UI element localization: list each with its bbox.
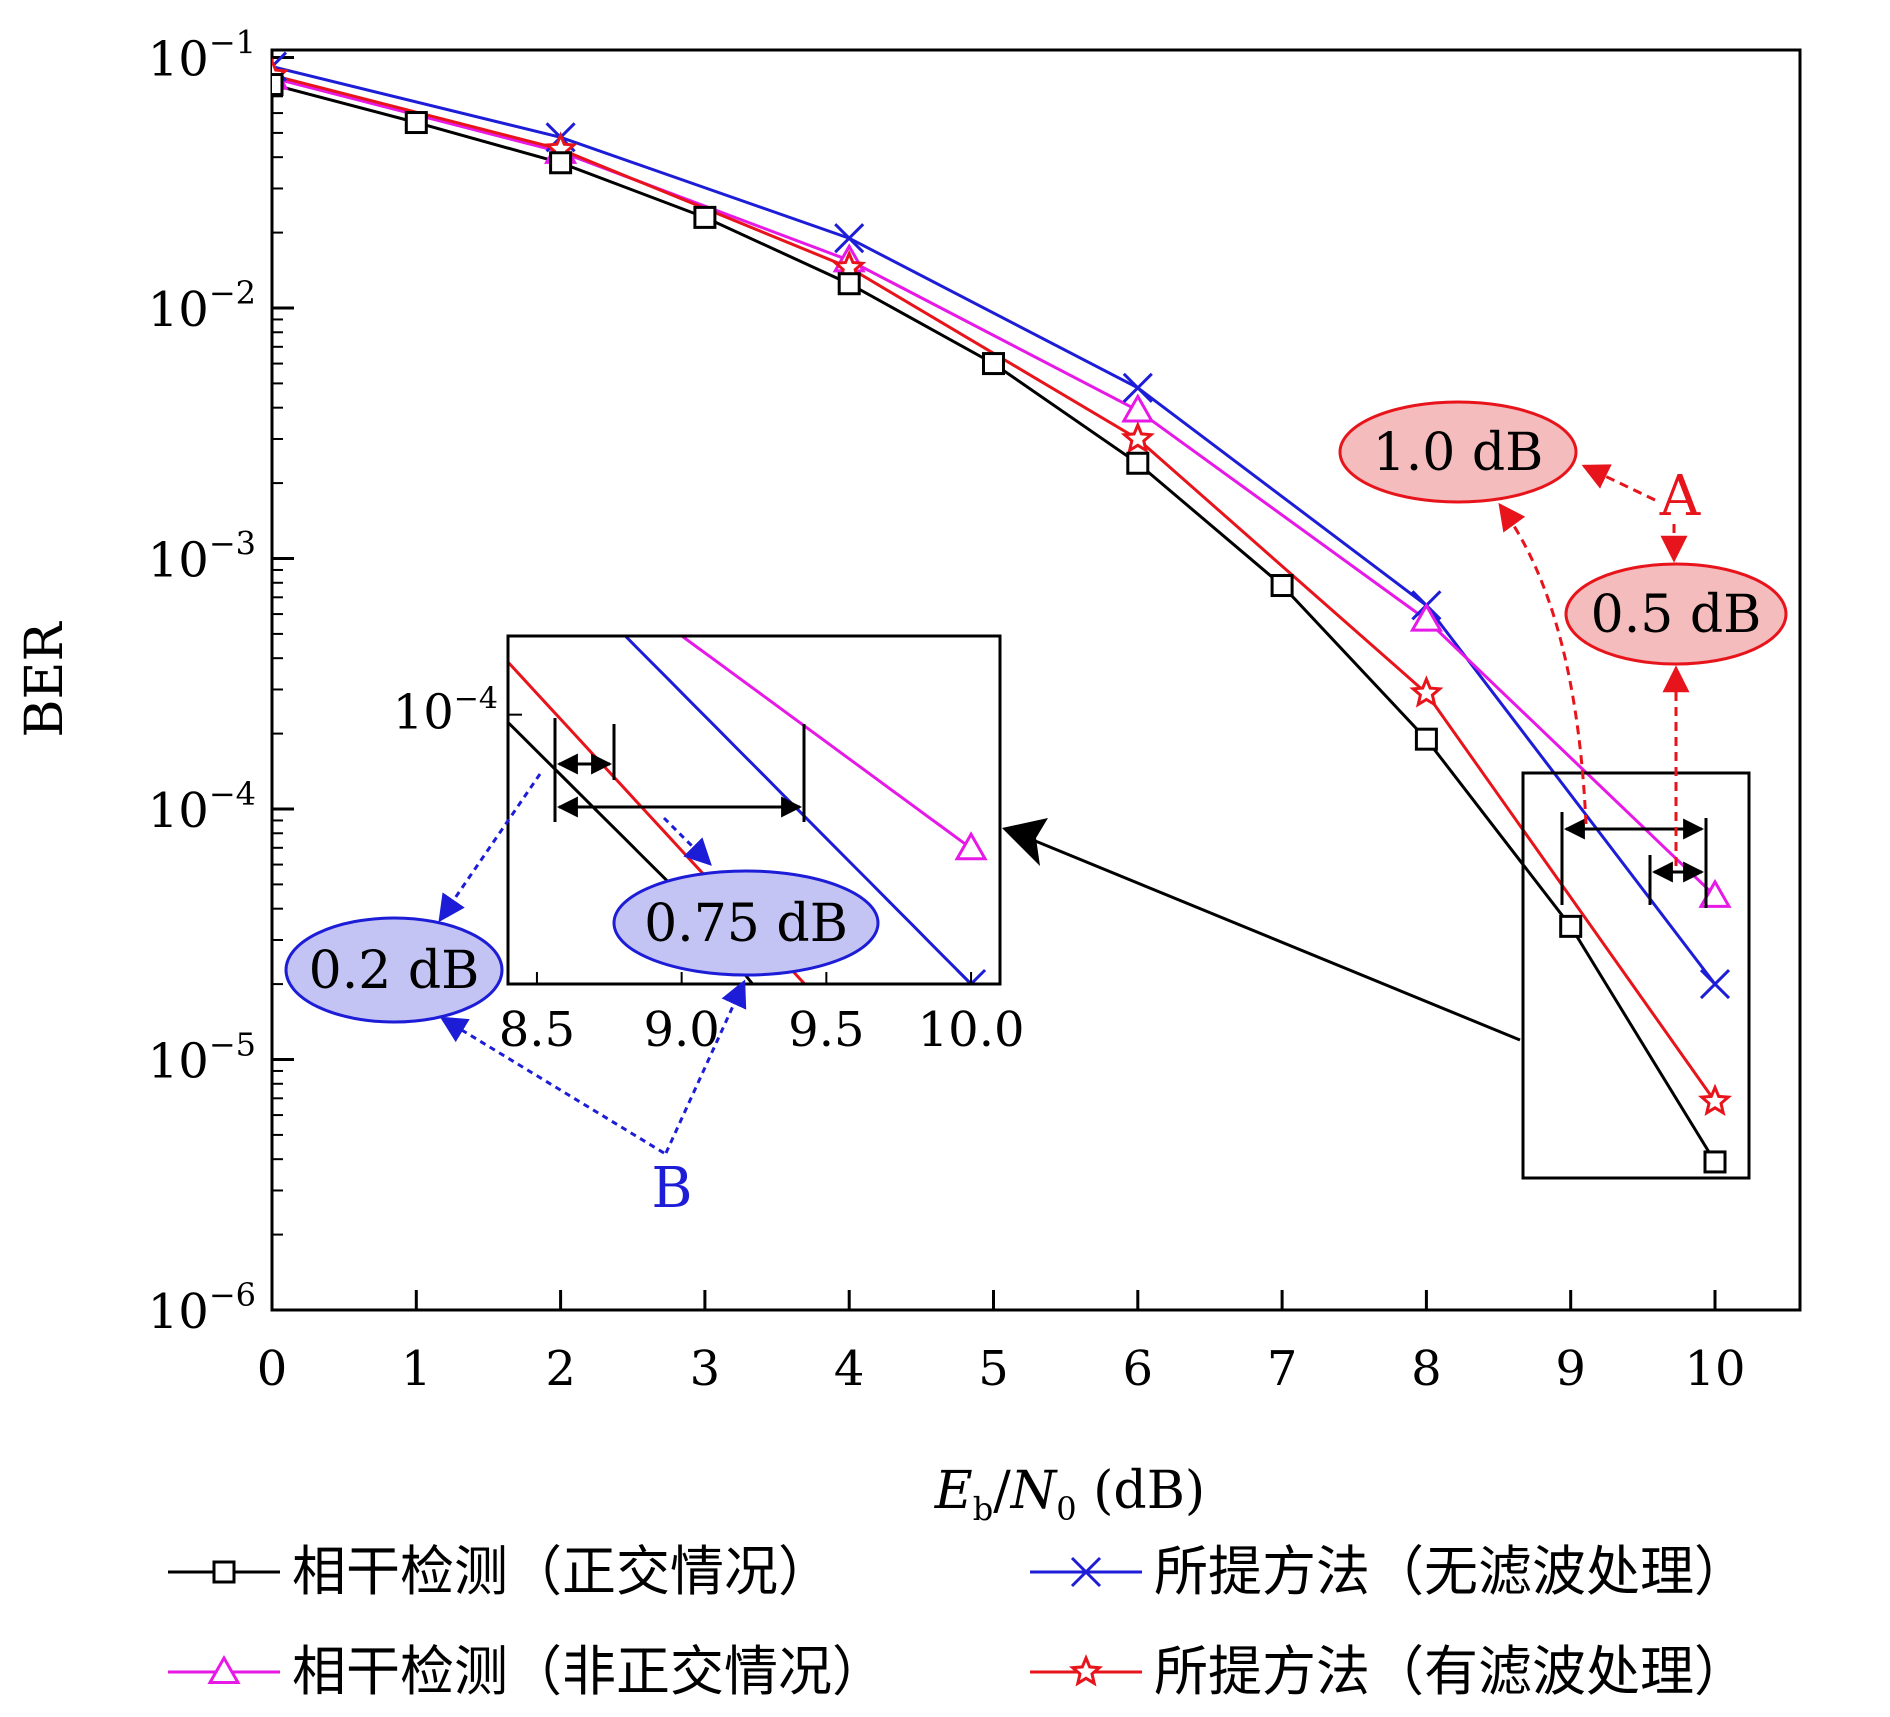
inset-x-tick-label: 9.0 xyxy=(643,1002,719,1058)
zoom-pointer-arrow xyxy=(1002,818,1521,1042)
data-point xyxy=(1697,1083,1733,1116)
x-tick-label: 8 xyxy=(1411,1341,1442,1397)
inset-x-tick-label: 9.5 xyxy=(788,1002,864,1058)
annotation-a-arrows xyxy=(1498,464,1690,866)
svg-text:1.0 dB: 1.0 dB xyxy=(1373,423,1544,483)
data-point xyxy=(693,205,717,229)
inset-series-line xyxy=(623,636,973,984)
inset-x-tick-label: 10.0 xyxy=(918,1002,1025,1058)
y-tick-label: 10−1 xyxy=(148,24,256,88)
svg-text:0.5 dB: 0.5 dB xyxy=(1591,585,1762,645)
legend-entry: 相干检测（正交情况） xyxy=(168,1540,832,1603)
y-tick-label: 10−3 xyxy=(148,525,256,589)
legend-label: 相干检测（非正交情况） xyxy=(292,1640,886,1703)
legend-label: 所提方法（有滤波处理） xyxy=(1154,1640,1748,1703)
legend-label: 相干检测（正交情况） xyxy=(292,1540,832,1603)
data-point xyxy=(1698,878,1732,908)
inset-data-point xyxy=(958,1151,985,1176)
x-tick-label: 7 xyxy=(1267,1341,1298,1397)
data-point xyxy=(1699,969,1731,1000)
x-tick-label: 5 xyxy=(978,1341,1009,1397)
callout-0-2db: 0.2 dB xyxy=(284,916,504,1024)
legend-marker xyxy=(212,1560,236,1584)
legend-label: 所提方法（无滤波处理） xyxy=(1154,1540,1748,1603)
legend-entry: 相干检测（非正交情况） xyxy=(168,1640,886,1703)
zoom-bracket-1-0db xyxy=(1560,812,1708,908)
series-layer xyxy=(272,51,1733,1174)
y-tick-label: 10−2 xyxy=(148,274,256,338)
inset-x-tick-label: 8.5 xyxy=(499,1002,575,1058)
data-point xyxy=(404,111,428,135)
data-point xyxy=(1121,393,1155,423)
legend-marker xyxy=(1068,1654,1104,1687)
inset-data-point xyxy=(954,831,988,861)
x-tick-label: 4 xyxy=(834,1341,865,1397)
data-point xyxy=(1409,675,1444,708)
inset-ticks: 8.5 9.0 9.5 10.0 10−4 xyxy=(393,682,1025,1058)
data-point xyxy=(1559,914,1583,938)
inset-frame xyxy=(506,634,1002,986)
inset-bracket-0-2db xyxy=(553,718,616,822)
data-point xyxy=(1409,602,1443,632)
plot-frame xyxy=(270,48,1802,1312)
y-tick-label: 10−4 xyxy=(148,775,256,839)
data-point xyxy=(272,73,284,97)
data-point xyxy=(1703,1150,1727,1174)
x-tick-label: 0 xyxy=(257,1341,288,1397)
inset-series-line xyxy=(679,636,972,850)
callout-1-0db: 1.0 dB xyxy=(1338,400,1578,504)
data-point xyxy=(834,223,865,254)
legend: 相干检测（正交情况） 所提方法（无滤波处理） 相干检测（非正交情况） 所提方法（有滤波… xyxy=(168,1540,1748,1703)
zoom-bracket-0-5db xyxy=(1648,855,1705,905)
x-ticks: 0 1 2 3 4 5 6 7 8 9 10 xyxy=(257,1290,1746,1397)
zoom-region-box xyxy=(1521,771,1751,1180)
inset-data-point xyxy=(961,1248,981,1268)
data-point xyxy=(1270,574,1294,598)
annotation-b-arrows xyxy=(438,773,747,1155)
legend-entry: 所提方法（有滤波处理） xyxy=(1030,1640,1748,1703)
data-point xyxy=(982,352,1005,376)
x-tick-label: 10 xyxy=(1684,1341,1745,1397)
data-point xyxy=(1126,451,1150,475)
x-tick-label: 3 xyxy=(690,1341,721,1397)
y-tick-label: 10−5 xyxy=(148,1026,256,1090)
y-ticks: 10−1 10−2 10−3 10−4 10−5 10−6 xyxy=(148,24,294,1340)
y-axis-title: BER xyxy=(15,620,75,737)
callout-0-5db: 0.5 dB xyxy=(1564,562,1788,666)
series-line xyxy=(272,65,1717,986)
x-tick-label: 2 xyxy=(545,1341,576,1397)
data-point xyxy=(1414,727,1438,751)
data-point xyxy=(837,272,861,296)
legend-entry: 所提方法（无滤波处理） xyxy=(1030,1540,1748,1603)
svg-text:0.75 dB: 0.75 dB xyxy=(644,894,848,954)
legend-marker xyxy=(207,1654,241,1684)
y-tick-label: 10−6 xyxy=(148,1276,256,1340)
label-b: B xyxy=(651,1156,692,1221)
callout-0-75db: 0.75 dB xyxy=(612,869,880,977)
legend-marker xyxy=(1070,1556,1102,1588)
series-line xyxy=(272,83,1717,1163)
x-tick-label: 6 xyxy=(1123,1341,1154,1397)
data-point xyxy=(1120,421,1155,454)
inset-y-tick-label: 10−4 xyxy=(393,682,498,741)
x-tick-label: 1 xyxy=(401,1341,432,1397)
inset-bracket-0-75db xyxy=(556,724,806,822)
label-a: A xyxy=(1659,464,1701,529)
data-point xyxy=(1122,372,1153,403)
inset-data-point xyxy=(955,968,987,984)
x-tick-label: 9 xyxy=(1555,1341,1586,1397)
data-point xyxy=(549,151,573,175)
series-line xyxy=(272,76,1717,897)
x-axis-title: Eb/N0 (dB) xyxy=(934,1461,1205,1528)
svg-text:0.2 dB: 0.2 dB xyxy=(309,941,480,1001)
